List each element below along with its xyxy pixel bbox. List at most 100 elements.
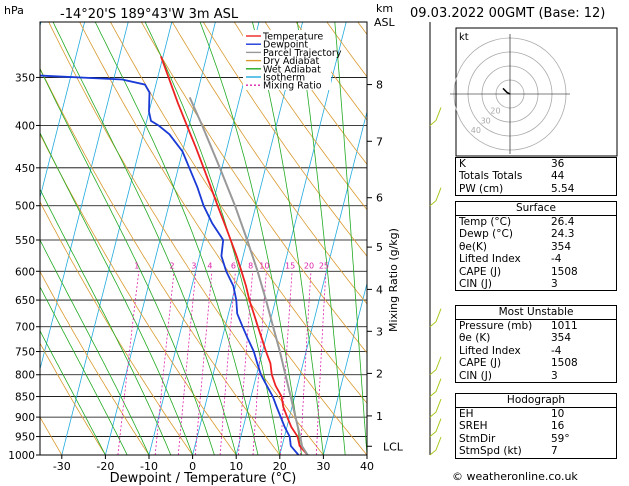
pressure-tick-label: 750 [15, 347, 35, 359]
pressure-tick-label: 1000 [8, 450, 35, 462]
wet-adiabat-line [40, 330, 106, 455]
legend-label: Parcel Trajectory [263, 48, 342, 59]
pressure-tick-label: 350 [15, 72, 35, 84]
mixing-ratio-label: 2 [170, 261, 175, 270]
dry-adiabat-line [40, 201, 193, 455]
mixing-ratio-label: 10 [259, 261, 269, 270]
hodograph-trace [502, 87, 511, 95]
dry-adiabat-line [40, 342, 106, 455]
surface-row: Lifted Index -4 [459, 253, 562, 266]
height-tick-label: 5 [376, 241, 383, 254]
temperature-tick-label: 10 [229, 460, 243, 473]
height-tick-label: 3 [376, 325, 383, 338]
surface-panel: Surface Temp (°C) 26.4 Dewp (°C) 24.3 θe(K… [455, 201, 617, 292]
asl-label: ASL [374, 16, 396, 29]
pressure-tick-label: 900 [15, 412, 35, 424]
mixing-ratio-label: 6 [231, 261, 236, 270]
pressure-tick-label: 800 [15, 370, 35, 382]
wet-adiabat-line [94, 22, 259, 455]
hodo-row: StmDir 59° [459, 432, 570, 445]
isotherm-line [105, 22, 216, 455]
legend-label: Dewpoint [263, 40, 308, 51]
indices-section: K 36 Totals Totals 44 PW (cm) 5.54 [456, 158, 616, 195]
hodograph-ring-label: 20 [490, 107, 500, 116]
mixing-ratio-line [194, 271, 213, 455]
dry-adiabat-line [141, 22, 367, 354]
dry-adiabat-line [264, 22, 367, 165]
stat-row-pw: PW (cm) 5.54 [459, 182, 575, 195]
mixing-ratio-line [177, 271, 197, 455]
dry-adiabat-line [233, 22, 367, 211]
km-label: km [376, 2, 393, 15]
mixing-ratio-line [219, 271, 236, 455]
wet-adiabat-line [40, 67, 215, 455]
surface-row: CIN (J) 3 [459, 278, 558, 291]
mixing-ratio-line [154, 271, 175, 455]
surface-row: CAPE (J) 1508 [459, 265, 578, 278]
wind-barb [429, 378, 442, 397]
pressure-tick-label: 850 [15, 392, 35, 404]
height-tick-label: 4 [376, 283, 383, 296]
stat-row-totals: Totals Totals 44 [459, 170, 565, 183]
height-tick-label: 7 [376, 135, 383, 148]
wind-barb [429, 187, 442, 207]
mixing-ratio-label: 20 [304, 261, 314, 270]
temperature-tick-label: -20 [96, 460, 114, 473]
hodo-row: SREH 16 [459, 420, 565, 433]
isotherm-line [323, 281, 367, 455]
isotherm-line [148, 22, 260, 455]
parcel-trajectory-profile [188, 96, 309, 455]
mixing-ratio-line [300, 271, 312, 455]
height-tick-label: LCL [383, 440, 404, 453]
unstable-row: Pressure (mb) 1011 [459, 320, 578, 332]
mixing-ratio-line [238, 271, 254, 455]
unstable-row: θe (K) 354 [459, 332, 572, 345]
pressure-tick-label: 950 [15, 432, 35, 444]
isotherm-line [61, 22, 173, 455]
isotherm-line [235, 22, 347, 455]
hodo-row: EH 10 [459, 408, 565, 420]
wet-adiabat-line [40, 188, 172, 455]
temperature-tick-label: -10 [140, 460, 158, 473]
temperature-tick-label: 40 [360, 460, 374, 473]
dry-adiabat-line [202, 22, 367, 257]
temperature-profile [160, 55, 309, 455]
dewpoint-profile [40, 74, 300, 455]
mixing-ratio-label: 4 [207, 261, 212, 270]
legend-label: Isotherm [263, 73, 305, 84]
wind-barb [429, 418, 442, 437]
most-unstable-title: Most Unstable [456, 306, 616, 320]
location-title: -14°20'S 189°43'W 3m ASL [60, 7, 239, 22]
isotherm-line [40, 22, 85, 200]
mixing-ratio-line [252, 271, 267, 455]
dry-adiabat-line [79, 22, 367, 455]
unstable-row: CAPE (J) 1508 [459, 357, 578, 370]
wind-barb [429, 107, 442, 126]
wind-barb [429, 398, 442, 418]
dry-adiabat-line [110, 22, 367, 404]
plot-frame [39, 21, 368, 456]
unstable-row: Lifted Index -4 [459, 344, 562, 357]
hodo-row: StmSpd (kt) 7 [459, 445, 558, 458]
most-unstable-panel: Most Unstable Pressure (mb) 1011 θe (K) 35… [455, 305, 617, 384]
unstable-row: CIN (J) 3 [459, 369, 558, 382]
hodograph-ring-label: 40 [471, 126, 481, 135]
height-tick-label: 6 [376, 192, 383, 205]
pressure-tick-label: 700 [15, 322, 35, 334]
temperature-tick-label: -30 [53, 460, 71, 473]
hodograph-units-label: kt [459, 32, 469, 43]
isotherm-line [279, 110, 367, 455]
mixing-ratio-label: 25 [319, 261, 329, 270]
dry-adiabat-line [40, 270, 150, 455]
pressure-tick-label: 550 [15, 235, 35, 247]
hodograph-stats-title: Hodograph [456, 394, 616, 408]
mixing-ratio-label: 8 [248, 261, 253, 270]
legend-label: Temperature [262, 32, 323, 43]
wet-adiabat-line [40, 286, 128, 455]
wet-adiabat-line [296, 22, 346, 455]
height-tick-label: 2 [376, 367, 383, 380]
temperature-tick-label: 0 [189, 460, 196, 473]
dry-adiabat-line [171, 22, 367, 305]
dry-adiabat-line [40, 67, 281, 455]
mixing-ratio-line [117, 271, 140, 455]
